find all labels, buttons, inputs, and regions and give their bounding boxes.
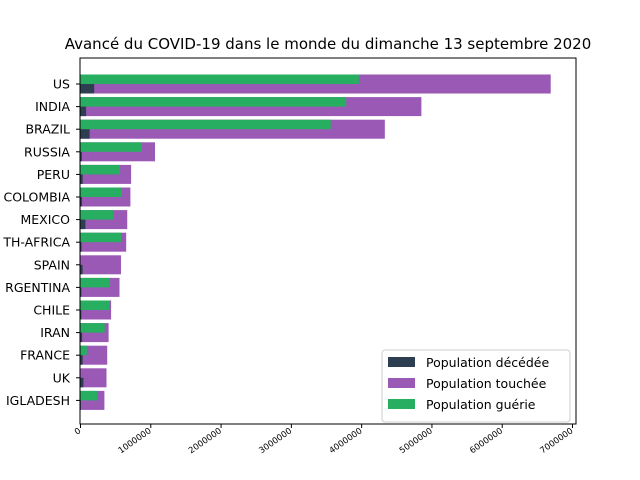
category-label-colombia: COLOMBIA — [3, 190, 70, 205]
x-axis: 0 1000000 2000000 3000000 4000000 5000000 6000… — [73, 424, 575, 456]
legend-box — [381, 349, 571, 423]
x-tick-label: 4000000 — [328, 426, 365, 456]
category-label-spain: SPAIN — [34, 257, 70, 272]
bar-deceased-argentina — [80, 287, 82, 297]
bars-layer — [80, 74, 551, 410]
bar-deceased-iran — [80, 332, 83, 343]
legend: Population décédée Population touchée Popu… — [381, 349, 571, 423]
category-label-brazil: BRAZIL — [25, 122, 70, 137]
x-tick-label: 6000000 — [468, 426, 505, 456]
bar-deceased-mexico — [80, 219, 86, 230]
bar-deceased-uk — [80, 377, 84, 388]
category-label-iran: IRAN — [40, 325, 70, 340]
bar-deceased-us — [80, 84, 95, 94]
category-label-bangladesh: IGLADESH — [6, 393, 70, 408]
category-label-india: INDIA — [35, 99, 70, 114]
category-label-russia: RUSSIA — [24, 144, 70, 159]
bar-touched-france — [80, 345, 108, 365]
bar-cured-argentina — [80, 277, 110, 288]
category-label-south-africa: TH-AFRICA — [2, 235, 70, 250]
bar-touched-uk — [80, 368, 107, 388]
legend-swatch — [388, 399, 415, 409]
x-tick-label: 0 — [73, 426, 83, 437]
bar-deceased-india — [80, 106, 87, 117]
category-label-us: US — [53, 77, 70, 92]
category-label-uk: UK — [53, 370, 71, 385]
legend-swatch — [388, 357, 415, 367]
bar-cured-chile — [80, 300, 110, 310]
bar-deceased-brazil — [80, 129, 90, 139]
bar-deceased-russia — [80, 151, 82, 162]
category-label-france: FRANCE — [20, 348, 70, 363]
plot-frame — [79, 57, 577, 425]
bar-cured-russia — [80, 142, 142, 152]
bar-touched-spain — [80, 255, 121, 275]
bar-cured-india — [80, 97, 347, 107]
bar-deceased-south-africa — [80, 242, 82, 252]
chart-title: Avancé du COVID-19 dans le monde du dima… — [65, 35, 592, 53]
bar-cured-colombia — [80, 187, 122, 197]
y-axis: US INDIA BRAZIL RUSSIA PERU COLOMBIA MEXICO TH-… — [2, 77, 80, 408]
category-label-argentina: RGENTINA — [5, 280, 70, 295]
x-tick-label: 1000000 — [117, 426, 154, 456]
bar-cured-mexico — [80, 210, 114, 220]
x-tick-label: 5000000 — [398, 426, 435, 456]
bar-cured-south-africa — [80, 232, 122, 243]
bar-deceased-chile — [80, 310, 82, 320]
category-label-mexico: MEXICO — [21, 212, 71, 227]
bar-deceased-france — [80, 355, 83, 365]
category-label-chile: CHILE — [33, 303, 70, 318]
bar-cured-us — [80, 74, 359, 84]
category-label-peru: PERU — [37, 167, 70, 182]
legend-label: Population guérie — [426, 397, 536, 412]
bar-cured-bangladesh — [80, 390, 98, 401]
bar-deceased-peru — [80, 174, 83, 184]
bar-cured-france — [80, 345, 87, 356]
legend-swatch — [388, 378, 415, 388]
bar-deceased-colombia — [80, 197, 83, 207]
bar-deceased-spain — [80, 264, 83, 275]
bar-cured-peru — [80, 164, 120, 175]
legend-label: Population décédée — [426, 355, 549, 370]
legend-label: Population touchée — [426, 376, 547, 391]
x-tick-label: 2000000 — [187, 426, 224, 456]
bar-cured-iran — [80, 323, 105, 333]
x-tick-label: 7000000 — [538, 426, 575, 456]
bar-cured-brazil — [80, 119, 331, 130]
x-tick-label: 3000000 — [257, 426, 294, 456]
